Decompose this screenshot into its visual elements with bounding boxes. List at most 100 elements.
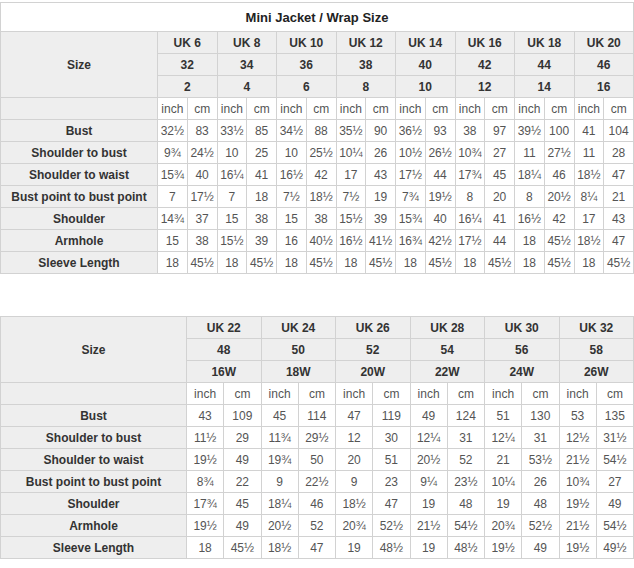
value-cell: 93 (425, 120, 455, 142)
value-cell: 54½ (447, 515, 484, 537)
value-cell: 15 (158, 230, 188, 252)
col-header-cell: 58 (559, 339, 634, 361)
col-header-cell: 22W (410, 361, 485, 383)
value-cell: 31½ (596, 427, 633, 449)
value-cell: 16¼ (455, 208, 485, 230)
value-cell: 54½ (596, 515, 633, 537)
value-cell: 45 (261, 405, 298, 427)
value-cell: 52½ (522, 515, 559, 537)
value-cell: 16½ (277, 164, 307, 186)
value-cell: 49 (224, 515, 261, 537)
value-cell: 20½ (410, 449, 447, 471)
value-cell: 40½ (306, 230, 336, 252)
value-cell: 19 (410, 493, 447, 515)
value-cell: 43 (366, 164, 396, 186)
value-cell: 40 (187, 164, 217, 186)
value-cell: 8 (515, 186, 545, 208)
value-cell: 38 (455, 120, 485, 142)
data-row: Shoulder to bust11½2911¾29½123012¼3112¼3… (1, 427, 634, 449)
value-cell: 11 (574, 142, 604, 164)
table-title: Mini Jacket / Wrap Size (1, 3, 634, 32)
value-cell: 19 (410, 537, 447, 559)
table-gap (0, 274, 634, 316)
value-cell: 10¾ (559, 471, 596, 493)
col-header-cell: UK 12 (336, 32, 396, 54)
value-cell: 15¾ (396, 208, 426, 230)
value-cell: 22½ (298, 471, 335, 493)
col-header-cell: UK 14 (396, 32, 456, 54)
value-cell: 45½ (366, 252, 396, 274)
value-cell: 20¾ (485, 515, 522, 537)
value-cell: 7 (217, 186, 247, 208)
value-cell: 8¼ (574, 186, 604, 208)
value-cell: 18 (247, 186, 277, 208)
col-header-cell: UK 26 (336, 317, 411, 339)
value-cell: 25 (247, 142, 277, 164)
data-row: Bust point to bust point8¾22922½9239¼23½… (1, 471, 634, 493)
value-cell: 18 (336, 252, 366, 274)
value-cell: 21 (604, 186, 634, 208)
value-cell: 43 (187, 405, 224, 427)
unit-corner-cell (1, 98, 158, 120)
row-label-cell: Shoulder to bust (1, 427, 187, 449)
unit-inch-cell: inch (515, 98, 545, 120)
unit-inch-cell: inch (187, 383, 224, 405)
value-cell: 53 (559, 405, 596, 427)
size-table-standard: Mini Jacket / Wrap SizeSizeUK 6UK 8UK 10… (0, 2, 634, 274)
data-row: Bust431094511447119491245113053135 (1, 405, 634, 427)
value-cell: 49½ (596, 537, 633, 559)
size-header-cell: Size (1, 317, 187, 383)
value-cell: 50 (298, 449, 335, 471)
value-cell: 41 (574, 120, 604, 142)
unit-cm-cell: cm (485, 98, 515, 120)
unit-cm-cell: cm (604, 98, 634, 120)
data-row: Sleeve Length1845½1845½1845½1845½1845½18… (1, 252, 634, 274)
value-cell: 7 (158, 186, 188, 208)
value-cell: 17 (336, 164, 366, 186)
value-cell: 9 (336, 471, 373, 493)
col-header-cell: UK 8 (217, 32, 277, 54)
col-header-cell: 12 (455, 76, 515, 98)
value-cell: 23 (373, 471, 410, 493)
unit-cm-cell: cm (544, 98, 574, 120)
value-cell: 18½ (336, 493, 373, 515)
title-row: Mini Jacket / Wrap Size (1, 3, 634, 32)
value-cell: 9¼ (410, 471, 447, 493)
value-cell: 24½ (187, 142, 217, 164)
value-cell: 104 (604, 120, 634, 142)
col-header-cell: UK 16 (455, 32, 515, 54)
value-cell: 12¼ (485, 427, 522, 449)
value-cell: 18 (217, 252, 247, 274)
value-cell: 14¾ (158, 208, 188, 230)
value-cell: 7¾ (396, 186, 426, 208)
value-cell: 41 (247, 164, 277, 186)
value-cell: 36½ (396, 120, 426, 142)
col-header-cell: 38 (336, 54, 396, 76)
value-cell: 21½ (559, 515, 596, 537)
value-cell: 18 (158, 252, 188, 274)
value-cell: 44 (485, 230, 515, 252)
value-cell: 18 (396, 252, 426, 274)
value-cell: 45½ (425, 252, 455, 274)
col-header-cell: 48 (187, 339, 262, 361)
value-cell: 10 (277, 142, 307, 164)
value-cell: 32½ (158, 120, 188, 142)
value-cell: 48 (522, 493, 559, 515)
value-cell: 19½ (559, 537, 596, 559)
value-cell: 42½ (425, 230, 455, 252)
row-label-cell: Armhole (1, 230, 158, 252)
size-header-cell: Size (1, 32, 158, 98)
value-cell: 10 (217, 142, 247, 164)
value-cell: 21 (485, 449, 522, 471)
col-header-cell: 24W (485, 361, 560, 383)
value-cell: 83 (187, 120, 217, 142)
unit-inch-cell: inch (574, 98, 604, 120)
unit-inch-cell: inch (485, 383, 522, 405)
value-cell: 26 (522, 471, 559, 493)
data-row: Shoulder14¾371538153815½3915¾4016¼4116½4… (1, 208, 634, 230)
unit-cm-cell: cm (247, 98, 277, 120)
row-label-cell: Shoulder to waist (1, 164, 158, 186)
value-cell: 39 (366, 208, 396, 230)
value-cell: 18 (455, 252, 485, 274)
value-cell: 18 (515, 252, 545, 274)
